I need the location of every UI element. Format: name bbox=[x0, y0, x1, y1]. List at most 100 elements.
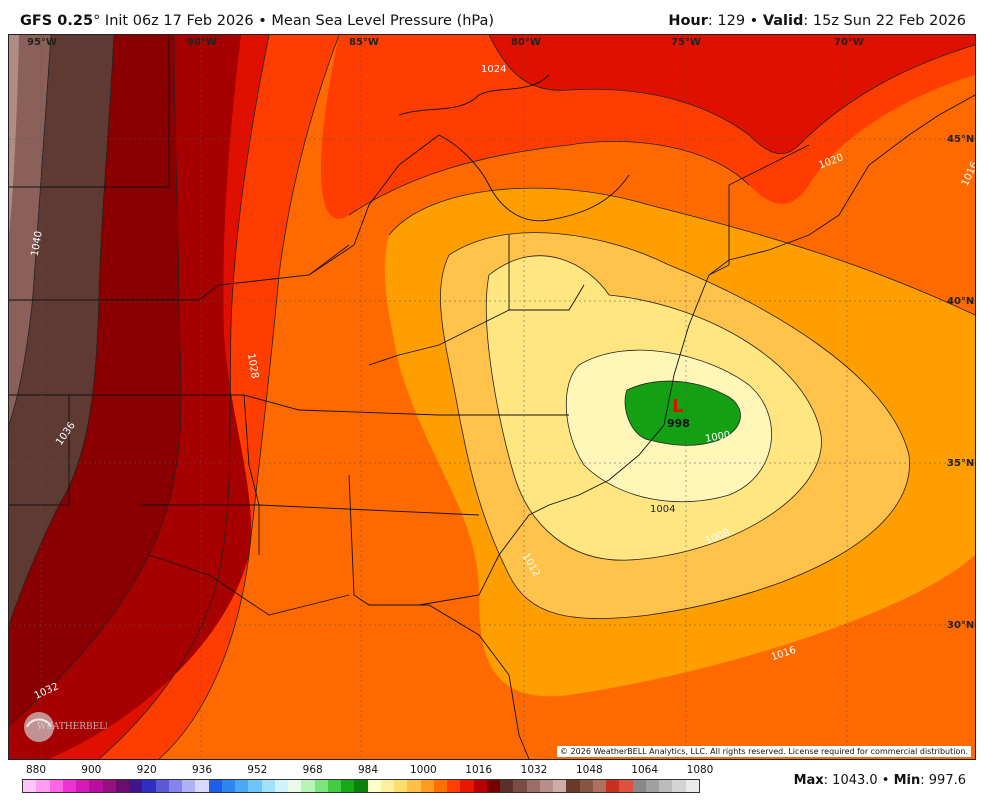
svg-text:WEATHERBELL: WEATHERBELL bbox=[37, 722, 107, 732]
scale-swatch bbox=[460, 780, 474, 792]
lat-label-40n: 40°N bbox=[947, 296, 974, 307]
scale-swatch bbox=[76, 780, 90, 792]
scale-label: 1016 bbox=[465, 764, 493, 776]
title-separator: • bbox=[253, 13, 272, 29]
low-pressure-value: 998 bbox=[667, 417, 690, 430]
pressure-fill-1000 bbox=[625, 381, 741, 446]
scale-swatch bbox=[526, 780, 540, 792]
scale-swatch bbox=[394, 780, 408, 792]
lat-label-30n: 30°N bbox=[947, 620, 974, 631]
scale-swatch bbox=[182, 780, 196, 792]
scale-swatch bbox=[261, 780, 275, 792]
scale-swatch bbox=[592, 780, 606, 792]
scale-swatch bbox=[129, 780, 143, 792]
scale-swatch bbox=[473, 780, 487, 792]
scale-swatch bbox=[632, 780, 646, 792]
lat-label-45n: 45°N bbox=[947, 134, 974, 145]
scale-label: 1032 bbox=[520, 764, 548, 776]
color-scale-bar bbox=[22, 779, 700, 793]
scale-label: 968 bbox=[302, 764, 323, 776]
scale-swatch bbox=[62, 780, 76, 792]
scale-swatch bbox=[142, 780, 156, 792]
scale-swatch bbox=[208, 780, 222, 792]
map-header: GFS 0.25° Init 06z 17 Feb 2026 • Mean Se… bbox=[0, 0, 984, 34]
hour-label: Hour bbox=[668, 13, 708, 29]
scale-swatch bbox=[327, 780, 341, 792]
political-boundaries bbox=[9, 35, 975, 759]
low-pressure-symbol: L bbox=[672, 396, 683, 417]
isobar-lines bbox=[9, 35, 975, 759]
isobar-label-1004: 1004 bbox=[650, 504, 675, 515]
scale-label: 880 bbox=[25, 764, 47, 776]
scale-swatch bbox=[579, 780, 593, 792]
lon-label-80w: 80°W bbox=[511, 37, 541, 48]
valid-label: Valid bbox=[762, 13, 804, 29]
max-value: : 1043.0 bbox=[823, 773, 878, 788]
copyright-notice: © 2026 WeatherBELL Analytics, LLC. All r… bbox=[557, 746, 971, 757]
scale-swatch bbox=[314, 780, 328, 792]
scale-swatch bbox=[301, 780, 315, 792]
pressure-map: 95°W 90°W 85°W 80°W 75°W 70°W 45°N 40°N … bbox=[8, 34, 976, 760]
degree-symbol: ° bbox=[93, 13, 101, 29]
isobar-label-1000: 1000 bbox=[704, 430, 731, 445]
scale-swatch bbox=[235, 780, 249, 792]
scale-swatch bbox=[659, 780, 673, 792]
scale-swatch bbox=[380, 780, 394, 792]
scale-swatch bbox=[685, 780, 699, 792]
scale-swatch bbox=[606, 780, 620, 792]
valid-value: : 15z Sun 22 Feb 2026 bbox=[803, 13, 966, 29]
scale-label: 952 bbox=[247, 764, 268, 776]
scale-label: 900 bbox=[81, 764, 102, 776]
scale-swatch bbox=[221, 780, 235, 792]
scale-swatch bbox=[36, 780, 50, 792]
max-min-stats: Max: 1043.0 • Min: 997.6 bbox=[793, 773, 966, 788]
hour-value: : 129 bbox=[707, 13, 746, 29]
model-name: GFS 0.25 bbox=[20, 13, 94, 29]
scale-swatch bbox=[354, 780, 368, 792]
lon-label-70w: 70°W bbox=[834, 37, 864, 48]
pressure-fill-1024-ne bbox=[489, 35, 975, 154]
min-value: : 997.6 bbox=[920, 773, 966, 788]
scale-swatch bbox=[672, 780, 686, 792]
scale-swatch bbox=[420, 780, 434, 792]
scale-swatch bbox=[513, 780, 527, 792]
scale-label: 984 bbox=[357, 764, 379, 776]
scale-swatch bbox=[407, 780, 421, 792]
scale-swatch bbox=[102, 780, 116, 792]
scale-swatch bbox=[433, 780, 447, 792]
init-time: Init 06z 17 Feb 2026 bbox=[100, 13, 254, 29]
scale-swatch bbox=[248, 780, 262, 792]
scale-swatch bbox=[367, 780, 381, 792]
scale-swatch bbox=[619, 780, 633, 792]
scale-swatch bbox=[115, 780, 129, 792]
min-label: Min bbox=[893, 773, 921, 788]
scale-swatch bbox=[645, 780, 659, 792]
scale-swatch bbox=[539, 780, 553, 792]
scale-swatch bbox=[341, 780, 355, 792]
forecast-hour-valid: Hour: 129 • Valid: 15z Sun 22 Feb 2026 bbox=[668, 13, 966, 29]
scale-swatch bbox=[274, 780, 288, 792]
scale-label: 1048 bbox=[575, 764, 603, 776]
max-label: Max bbox=[793, 773, 824, 788]
scale-label: 936 bbox=[191, 764, 213, 776]
map-title: GFS 0.25° Init 06z 17 Feb 2026 • Mean Se… bbox=[20, 13, 494, 29]
lon-label-90w: 90°W bbox=[187, 37, 217, 48]
isobar-label-1040: 1040 bbox=[30, 230, 45, 257]
isobar-label-1028: 1028 bbox=[245, 353, 260, 380]
scale-label: 1080 bbox=[686, 764, 714, 776]
scale-swatch bbox=[447, 780, 461, 792]
scale-swatch bbox=[155, 780, 169, 792]
scale-swatch bbox=[89, 780, 103, 792]
scale-swatch bbox=[500, 780, 514, 792]
scale-swatch bbox=[553, 780, 567, 792]
scale-swatch bbox=[288, 780, 302, 792]
scale-swatch bbox=[195, 780, 209, 792]
scale-swatch bbox=[486, 780, 500, 792]
isobar-label-1024: 1024 bbox=[481, 64, 506, 75]
lon-label-95w: 95°W bbox=[27, 37, 57, 48]
pressure-fill-1044 bbox=[9, 35, 19, 235]
scale-swatch bbox=[49, 780, 63, 792]
lon-label-85w: 85°W bbox=[349, 37, 379, 48]
scale-label: 1064 bbox=[631, 764, 659, 776]
pressure-fill-1040 bbox=[9, 35, 51, 425]
